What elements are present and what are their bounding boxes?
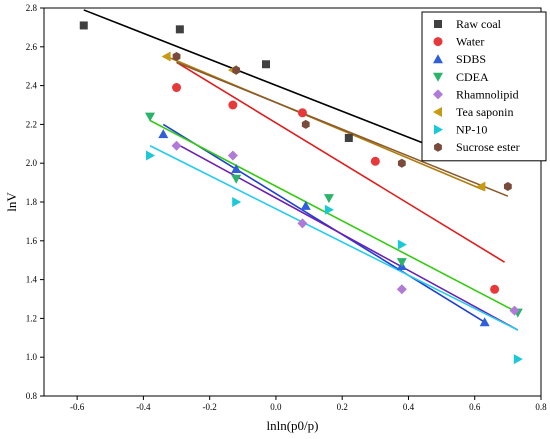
fit-lines: [83, 9, 519, 331]
data-point-rhamnolipid: [297, 218, 308, 229]
data-point-raw-coal: [261, 60, 270, 69]
legend-label-tea-saponin: Tea saponin: [456, 105, 513, 119]
data-point-np-10: [397, 239, 407, 250]
legend: Raw coal Water SDBS CDEA Rhamnolipid Tea sapo…: [421, 11, 547, 162]
data-point-rhamnolipid: [509, 305, 520, 316]
legend-marker-np-10: [434, 124, 443, 135]
legend-marker-sucrose-ester: [434, 142, 442, 152]
data-point-cdea: [231, 174, 242, 184]
data-point-cdea: [145, 112, 156, 122]
legend-label-np-10: NP-10: [456, 123, 487, 137]
y-axis-title: lnV: [4, 192, 19, 212]
data-point-raw-coal: [344, 133, 353, 142]
legend-label-water: Water: [456, 35, 484, 49]
legend-label-sucrose-ester: Sucrose ester: [456, 140, 520, 154]
data-point-rhamnolipid: [227, 150, 238, 161]
x-tick-label: -0.2: [203, 402, 217, 412]
y-tick-label: 2.8: [26, 3, 38, 13]
fit-line-water: [176, 61, 505, 263]
data-point-water: [228, 100, 238, 110]
data-point-raw-coal: [79, 21, 88, 30]
y-tick-label: 1.6: [26, 236, 38, 246]
x-tick-label: 0.6: [469, 402, 481, 412]
legend-marker-tea-saponin: [433, 107, 442, 117]
x-tick-label: -0.6: [70, 402, 85, 412]
legend-marker-water: [433, 37, 443, 47]
fit-line-sucrose-ester: [176, 61, 509, 197]
x-tick-label: 0.2: [337, 402, 348, 412]
data-point-raw-coal: [175, 25, 184, 34]
y-tick-label: 0.8: [26, 391, 38, 401]
data-point-water: [370, 156, 380, 166]
data-point-sdbs: [158, 129, 169, 139]
y-tick-label: 1.0: [26, 352, 38, 362]
legend-marker-cdea: [433, 72, 443, 82]
data-point-rhamnolipid: [171, 140, 182, 151]
y-tick-label: 2.0: [26, 158, 38, 168]
legend-label-raw-coal: Raw coal: [456, 17, 502, 31]
data-point-np-10: [232, 197, 242, 207]
data-point-sdbs: [479, 317, 490, 327]
data-point-water: [490, 284, 500, 294]
data-point-sucrose-ester: [397, 158, 406, 168]
y-tick-label: 1.4: [26, 275, 38, 285]
x-tick-label: 0.8: [535, 402, 547, 412]
legend-box: [421, 11, 547, 162]
data-point-sdbs: [300, 200, 311, 210]
axis-ticks: -0.6 -0.4 -0.2 0.0 0.2 0.4 0.6 0.8 0.8 1.0 1.2 1.4 1…: [26, 3, 547, 412]
fit-line-np-10: [149, 145, 519, 331]
data-point-sucrose-ester: [503, 181, 512, 191]
data-points: [79, 21, 523, 365]
data-point-np-10: [146, 150, 156, 161]
y-tick-label: 1.2: [26, 313, 37, 323]
x-tick-label: -0.4: [136, 402, 151, 412]
data-point-sucrose-ester: [232, 65, 241, 75]
y-tick-label: 2.4: [26, 81, 38, 91]
data-point-tea-saponin: [476, 181, 486, 192]
data-point-water: [172, 83, 182, 93]
data-point-tea-saponin: [161, 51, 171, 62]
x-axis-title: lnln(p0/p): [267, 418, 319, 433]
legend-label-cdea: CDEA: [456, 70, 489, 84]
data-point-sucrose-ester: [172, 52, 181, 61]
legend-marker-raw-coal: [434, 20, 442, 28]
legend-marker-sdbs: [433, 54, 443, 64]
fit-line-cdea: [149, 119, 519, 314]
y-tick-label: 2.2: [26, 119, 37, 129]
legend-marker-rhamnolipid: [433, 89, 443, 100]
x-tick-label: 0.4: [403, 402, 415, 412]
data-point-sucrose-ester: [301, 119, 310, 129]
data-point-sdbs: [231, 164, 242, 174]
data-point-cdea: [323, 194, 334, 204]
legend-label-rhamnolipid: Rhamnolipid: [456, 87, 519, 101]
fit-line-raw-coal: [83, 9, 436, 149]
data-point-np-10: [513, 354, 523, 365]
x-tick-label: 0.0: [270, 402, 282, 412]
y-tick-label: 2.6: [26, 42, 38, 52]
data-point-cdea: [396, 258, 407, 268]
data-point-water: [297, 108, 307, 118]
fit-line-tea-saponin: [166, 55, 485, 192]
data-point-np-10: [324, 204, 334, 215]
data-point-rhamnolipid: [396, 284, 407, 295]
y-tick-label: 1.8: [26, 197, 38, 207]
legend-label-sdbs: SDBS: [456, 52, 486, 66]
